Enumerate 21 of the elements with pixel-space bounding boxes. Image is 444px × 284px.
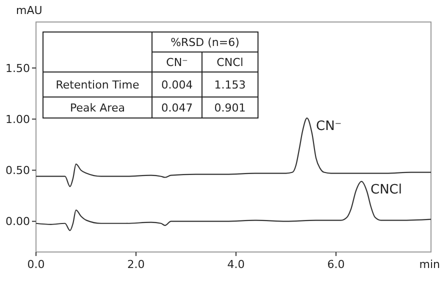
annotation: 0.901 — [214, 102, 246, 114]
annotation: %RSD (n=6) — [170, 36, 240, 49]
annotation: Retention Time — [56, 78, 140, 92]
annotation: CNCl — [216, 56, 244, 69]
series-label: CNCl — [370, 182, 402, 198]
annotation: 0.004 — [161, 78, 193, 92]
annotation: CN⁻ — [166, 56, 188, 69]
x-axis-title: min — [419, 258, 440, 271]
annotation: 1.153 — [214, 78, 246, 92]
x-tick-label: 0.0 — [27, 258, 45, 271]
y-tick-label: 0.00 — [6, 215, 30, 228]
x-tick-label: 2.0 — [127, 258, 145, 271]
x-tick-label: 4.0 — [227, 258, 245, 271]
annotation: Peak Area — [70, 102, 125, 114]
annotation: 0.047 — [161, 102, 193, 114]
y-tick-label: 1.50 — [6, 62, 30, 75]
x-tick-label: 6.0 — [327, 258, 345, 271]
y-tick-label: 1.00 — [6, 112, 30, 126]
series-label: CN⁻ — [316, 119, 342, 134]
y-tick-label: 0.50 — [6, 164, 30, 178]
y-axis-title: mAU — [16, 4, 42, 17]
